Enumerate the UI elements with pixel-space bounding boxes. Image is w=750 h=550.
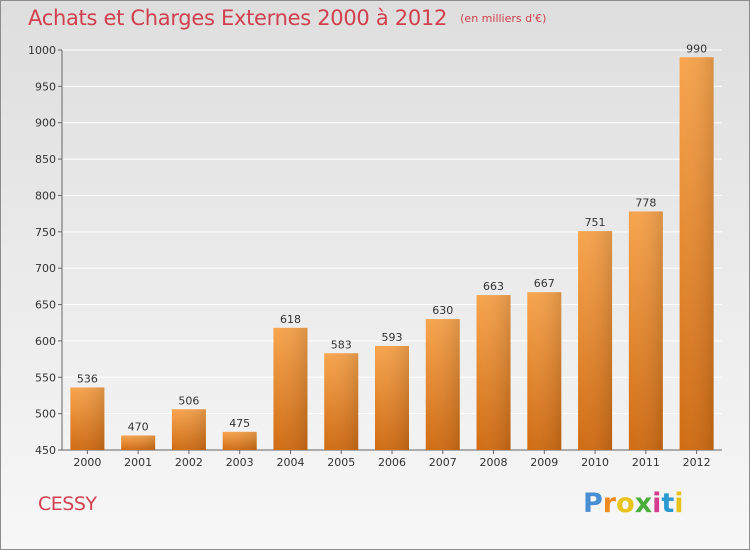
x-tick-label: 2006 [378,456,406,469]
logo-letter: x [634,488,653,519]
bar-group [273,327,308,450]
data-label: 506 [178,394,199,407]
data-label: 536 [77,372,98,385]
logo-letter: P [583,488,603,519]
bar-shade [375,346,409,450]
logo-letter: t [661,488,675,519]
logo-letter: r [602,488,617,519]
y-tick-label: 700 [35,262,56,275]
logo-letter: o [616,488,635,519]
bar-shade [70,387,105,450]
bar-shade [222,431,257,450]
x-tick-label: 2010 [581,456,609,469]
x-tick-label: 2000 [73,456,101,469]
logo-letter: i [674,488,684,519]
bar-group [679,57,714,450]
bar-shade [171,409,206,450]
y-tick-label: 950 [35,80,56,93]
logo-letter: i [652,488,662,519]
y-axis: 450 500 550 600 650 700 750 800 850 900 950 1000 [28,44,722,457]
x-tick-label: 2002 [175,456,203,469]
bar-shade [121,435,156,450]
data-label: 751 [585,216,606,229]
bar-shade [527,292,562,450]
chart-title-block: Achats et Charges Externes 2000 à 2012 (… [28,6,546,30]
y-tick-label: 600 [35,335,56,348]
y-tick-label: 750 [35,226,56,239]
bar-group [222,431,257,450]
bar-shade [476,295,511,450]
y-tick-label: 550 [35,371,56,384]
bar-group [425,319,460,450]
proxiti-logo[interactable]: Proxiti [583,488,684,519]
x-tick-label: 2012 [683,456,711,469]
x-tick-label: 2011 [632,456,660,469]
data-label: 475 [229,417,250,430]
data-label: 667 [534,277,555,290]
x-tick-label: 2001 [124,456,152,469]
y-tick-label: 650 [35,299,56,312]
y-tick-label: 500 [35,408,56,421]
data-label: 990 [686,42,707,55]
bar-group [375,346,409,450]
data-label: 470 [128,420,149,433]
bar-shade [273,327,308,450]
bar-group [171,409,206,450]
bar-shade [425,319,460,450]
data-label: 593 [382,331,403,344]
bar-group [578,231,613,450]
data-label: 663 [483,280,504,293]
bar-shade [628,211,663,450]
bar-shade [578,231,613,450]
chart-subtitle: (en milliers d'€) [460,12,547,25]
data-label: 630 [432,304,453,317]
x-tick-label: 2003 [226,456,254,469]
bar-group [121,435,156,450]
data-label: 778 [635,196,656,209]
x-tick-label: 2005 [327,456,355,469]
y-tick-label: 800 [35,189,56,202]
bar-group [476,295,511,450]
bar-shade [324,353,359,450]
chart-title: Achats et Charges Externes 2000 à 2012 [28,6,448,30]
y-tick-label: 850 [35,153,56,166]
x-tick-label: 2009 [530,456,558,469]
bar-group [628,211,663,450]
y-tick-label: 900 [35,117,56,130]
bars: 536 470 506 475 618 583 593 630 663 667 751 778 990 [70,42,714,450]
x-tick-label: 2007 [429,456,457,469]
place-name: CESSY [38,493,97,515]
y-tick-label: 1000 [28,44,56,57]
bar-group [70,387,105,450]
x-axis: 2000 2001 2002 2003 2004 2005 2006 2007 2008 2009… [73,450,711,469]
bar-group [527,292,562,450]
x-tick-label: 2008 [480,456,508,469]
y-tick-label: 450 [35,444,56,457]
bar-shade [679,57,714,450]
bar-group [324,353,359,450]
x-tick-label: 2004 [276,456,304,469]
data-label: 583 [331,338,352,351]
data-label: 618 [280,313,301,326]
